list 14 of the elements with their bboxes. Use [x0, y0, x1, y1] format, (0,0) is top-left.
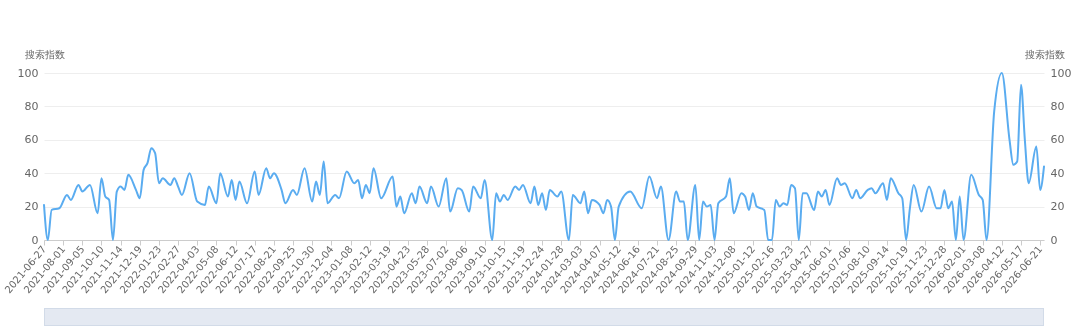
y2-tick-label: 20: [1050, 200, 1065, 214]
y2-tick-label: 60: [1050, 133, 1065, 147]
y2-tick-label: 0: [1050, 233, 1058, 247]
y-tick-label: 80: [24, 99, 39, 113]
y-tick-label: 40: [24, 166, 39, 180]
y2-tick-label: 80: [1050, 99, 1065, 113]
y-tick-label: 0: [31, 233, 39, 247]
y-tick-label: 100: [17, 66, 39, 80]
y-tick-label: 20: [24, 200, 39, 214]
y2-tick-label: 100: [1050, 66, 1072, 80]
y2-tick-label: 40: [1050, 166, 1065, 180]
y2-axis-title: 搜索指数: [1024, 48, 1065, 60]
y-tick-label: 60: [24, 133, 39, 147]
y-axis-title: 搜索指数: [24, 48, 65, 60]
